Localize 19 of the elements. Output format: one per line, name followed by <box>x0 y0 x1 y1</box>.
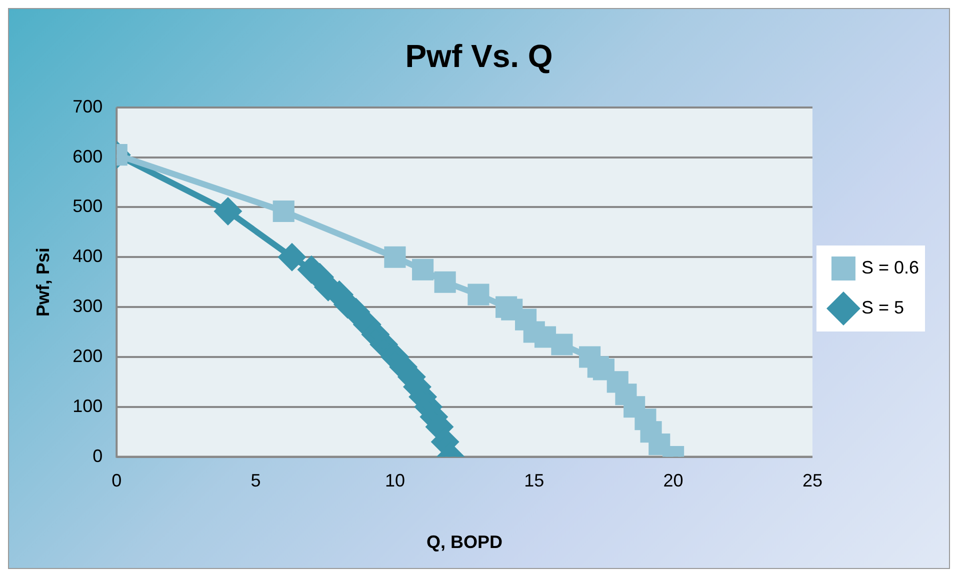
x-tick-label: 20 <box>663 470 684 491</box>
x-tick-label: 15 <box>524 470 544 491</box>
y-tick-label: 200 <box>72 346 103 366</box>
y-tick-label: 600 <box>72 146 103 166</box>
y-axis-title: Pwf, Psi <box>32 248 53 317</box>
x-axis-title: Q, BOPD <box>426 532 503 552</box>
x-tick-label: 0 <box>112 470 122 491</box>
legend-label: S = 0.6 <box>861 257 920 278</box>
y-tick-label: 100 <box>72 396 103 416</box>
y-tick-label: 400 <box>72 246 103 266</box>
chart-title: Pwf Vs. Q <box>405 38 553 74</box>
x-tick-label: 10 <box>384 470 405 491</box>
y-tick-label: 500 <box>72 196 103 216</box>
legend-label: S = 5 <box>861 297 904 318</box>
y-tick-label: 0 <box>92 446 103 466</box>
y-tick-label: 300 <box>72 296 103 316</box>
y-tick-label: 700 <box>72 96 103 116</box>
x-tick-label: 25 <box>802 470 822 491</box>
x-tick-label: 5 <box>250 470 261 491</box>
